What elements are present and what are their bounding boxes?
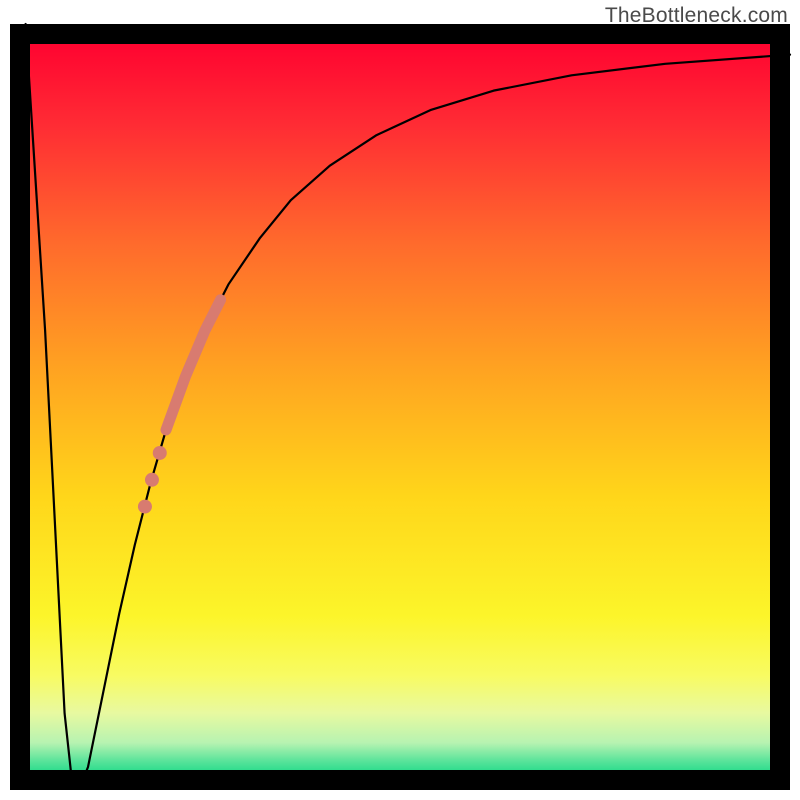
- watermark-text: TheBottleneck.com: [605, 4, 788, 28]
- bottleneck-chart: [0, 0, 800, 800]
- highlight-dot: [138, 500, 152, 514]
- chart-container: TheBottleneck.com: [0, 0, 800, 800]
- highlight-dot: [153, 446, 167, 460]
- gradient-background: [20, 34, 780, 780]
- highlight-dot: [145, 473, 159, 487]
